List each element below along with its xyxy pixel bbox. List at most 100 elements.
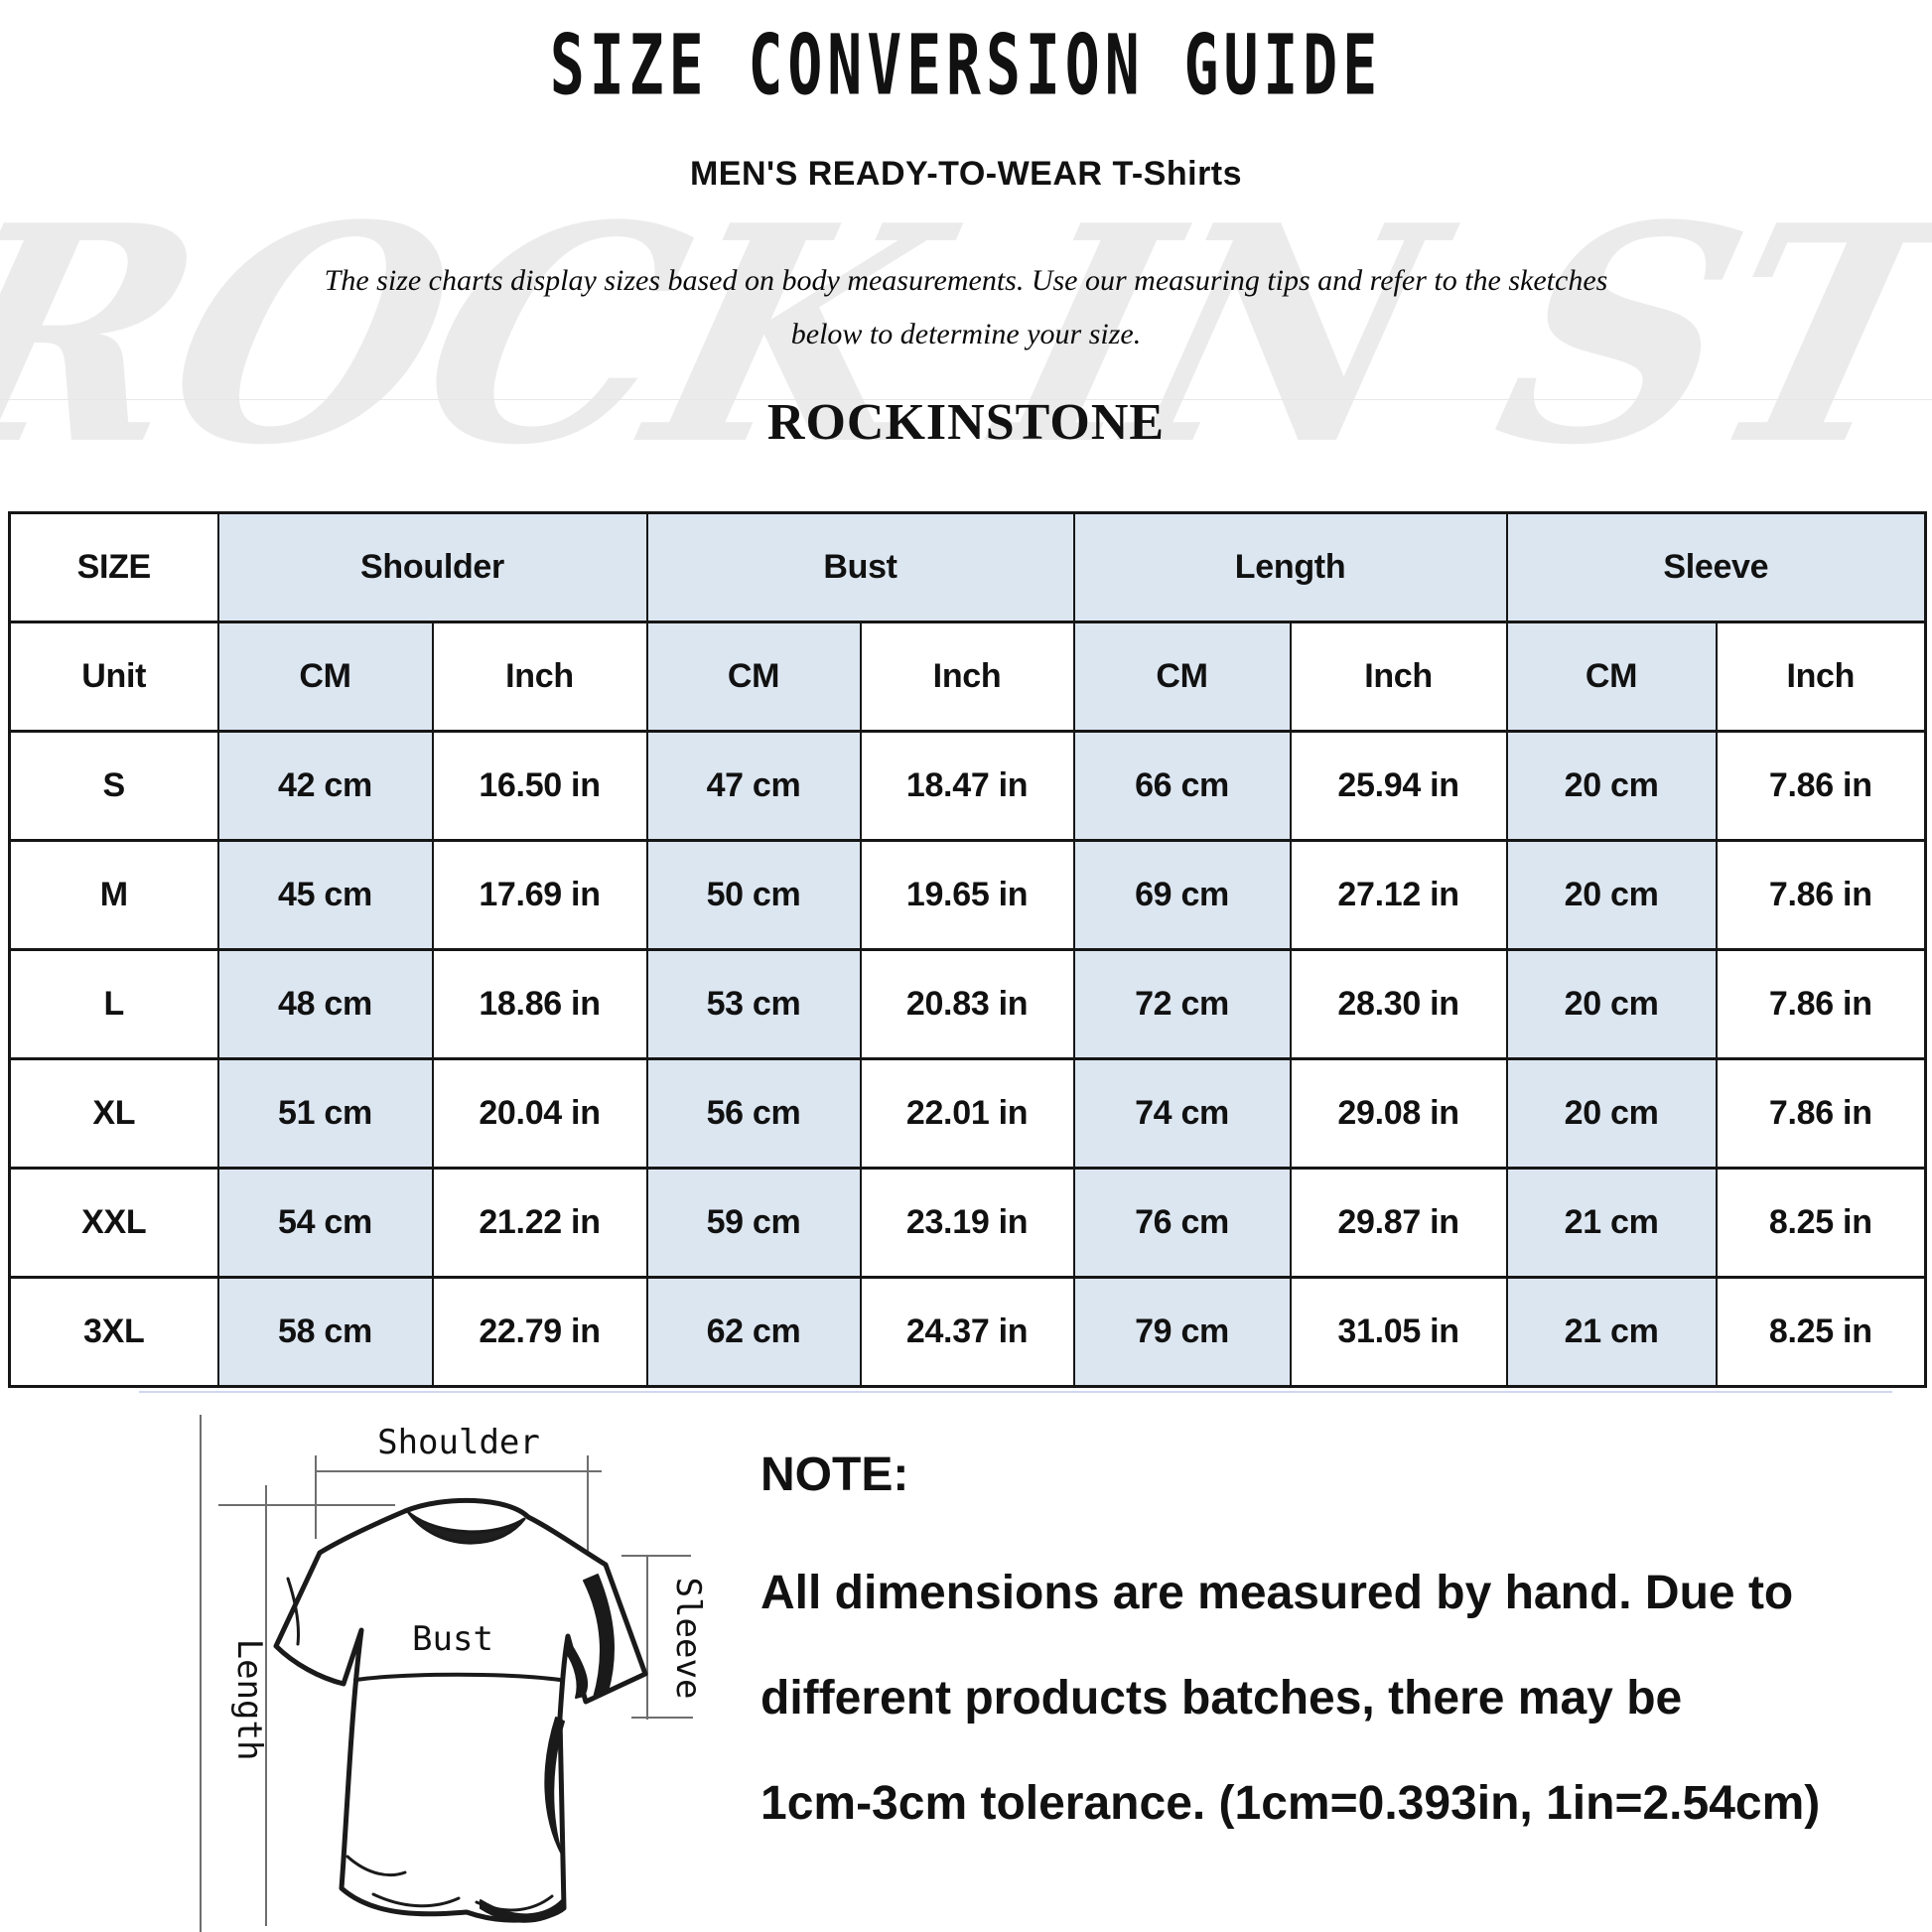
unit-cell: CM [216, 621, 434, 733]
value-cell: 72 cm [1072, 948, 1292, 1060]
value-cell: 27.12 in [1289, 839, 1508, 951]
column-header-bust: Bust [645, 511, 1075, 623]
size-cell: XXL [8, 1167, 219, 1279]
column-header-size: SIZE [8, 511, 219, 623]
value-cell: 16.50 in [431, 730, 648, 842]
value-cell: 53 cm [645, 948, 862, 1060]
unit-cell: Inch [1715, 621, 1927, 733]
value-cell: 69 cm [1072, 839, 1292, 951]
note-line: All dimensions are measured by hand. Due… [760, 1567, 1794, 1619]
note-line: different products batches, there may be [760, 1672, 1683, 1725]
value-cell: 7.86 in [1715, 1057, 1927, 1170]
size-conversion-table: SIZE Shoulder Bust Length Sleeve Unit CM… [8, 511, 1928, 1388]
note-line: 1cm-3cm tolerance. (1cm=0.393in, 1in=2.5… [760, 1777, 1821, 1830]
value-cell: 23.19 in [859, 1167, 1075, 1279]
value-cell: 56 cm [645, 1057, 862, 1170]
table-row: XXL 54 cm 21.22 in 59 cm 23.19 in 76 cm … [8, 1167, 1927, 1279]
size-cell: M [8, 839, 219, 951]
value-cell: 28.30 in [1289, 948, 1508, 1060]
description-line: The size charts display sizes based on b… [324, 264, 1608, 297]
unit-label-cell: Unit [8, 621, 219, 733]
value-cell: 50 cm [645, 839, 862, 951]
value-cell: 31.05 in [1289, 1276, 1508, 1388]
description: The size charts display sizes based on b… [0, 254, 1932, 361]
size-cell: L [8, 948, 219, 1060]
table-row: XL 51 cm 20.04 in 56 cm 22.01 in 74 cm 2… [8, 1057, 1927, 1170]
divider-line [0, 399, 1932, 400]
note-heading: NOTE: [760, 1449, 909, 1501]
column-header-shoulder: Shoulder [216, 511, 648, 623]
value-cell: 25.94 in [1289, 730, 1508, 842]
value-cell: 66 cm [1072, 730, 1292, 842]
value-cell: 20 cm [1505, 839, 1718, 951]
value-cell: 19.65 in [859, 839, 1075, 951]
table-row: S 42 cm 16.50 in 47 cm 18.47 in 66 cm 25… [8, 730, 1927, 842]
unit-row: Unit CM Inch CM Inch CM Inch CM Inch [8, 621, 1927, 733]
size-cell: S [8, 730, 219, 842]
value-cell: 20 cm [1505, 730, 1718, 842]
value-cell: 74 cm [1072, 1057, 1292, 1170]
unit-cell: Inch [431, 621, 648, 733]
value-cell: 7.86 in [1715, 839, 1927, 951]
value-cell: 51 cm [216, 1057, 434, 1170]
column-header-length: Length [1072, 511, 1508, 623]
unit-cell: CM [1505, 621, 1718, 733]
subtitle-product: T-Shirts [1112, 155, 1243, 193]
tshirt-measurement-sketch: Shoulder Bust Length Sleeve [200, 1415, 708, 1932]
value-cell: 20 cm [1505, 1057, 1718, 1170]
value-cell: 21 cm [1505, 1276, 1718, 1388]
value-cell: 47 cm [645, 730, 862, 842]
value-cell: 76 cm [1072, 1167, 1292, 1279]
value-cell: 8.25 in [1715, 1276, 1927, 1388]
value-cell: 17.69 in [431, 839, 648, 951]
value-cell: 20.04 in [431, 1057, 648, 1170]
value-cell: 29.87 in [1289, 1167, 1508, 1279]
value-cell: 18.86 in [431, 948, 648, 1060]
unit-cell: Inch [859, 621, 1075, 733]
unit-cell: Inch [1289, 621, 1508, 733]
value-cell: 58 cm [216, 1276, 434, 1388]
page-title: SIZE CONVERSION GUIDE [549, 16, 1383, 114]
value-cell: 7.86 in [1715, 948, 1927, 1060]
value-cell: 22.01 in [859, 1057, 1075, 1170]
subtitle: MEN'S READY-TO-WEAR T-Shirts [0, 155, 1932, 194]
value-cell: 24.37 in [859, 1276, 1075, 1388]
header: SIZE CONVERSION GUIDE [0, 16, 1932, 114]
table-header-row: SIZE Shoulder Bust Length Sleeve [8, 511, 1927, 623]
value-cell: 21.22 in [431, 1167, 648, 1279]
value-cell: 21 cm [1505, 1167, 1718, 1279]
divider-line [139, 1391, 1892, 1393]
brand-name: ROCKINSTONE [766, 394, 1166, 451]
value-cell: 79 cm [1072, 1276, 1292, 1388]
value-cell: 7.86 in [1715, 730, 1927, 842]
sketch-label-sleeve: Sleeve [668, 1578, 708, 1700]
description-line: below to determine your size. [790, 318, 1142, 350]
size-cell: XL [8, 1057, 219, 1170]
value-cell: 8.25 in [1715, 1167, 1927, 1279]
dimension-lines [200, 1415, 693, 1932]
value-cell: 42 cm [216, 730, 434, 842]
table-row: M 45 cm 17.69 in 50 cm 19.65 in 69 cm 27… [8, 839, 1927, 951]
value-cell: 59 cm [645, 1167, 862, 1279]
value-cell: 45 cm [216, 839, 434, 951]
value-cell: 29.08 in [1289, 1057, 1508, 1170]
table-row: 3XL 58 cm 22.79 in 62 cm 24.37 in 79 cm … [8, 1276, 1927, 1388]
tshirt-outline [273, 1497, 648, 1923]
size-cell: 3XL [8, 1276, 219, 1388]
value-cell: 20 cm [1505, 948, 1718, 1060]
unit-cell: CM [645, 621, 862, 733]
sketch-label-length: Length [229, 1639, 269, 1761]
column-header-sleeve: Sleeve [1505, 511, 1927, 623]
sketch-label-bust: Bust [412, 1619, 493, 1659]
value-cell: 48 cm [216, 948, 434, 1060]
value-cell: 18.47 in [859, 730, 1075, 842]
value-cell: 20.83 in [859, 948, 1075, 1060]
sketch-label-shoulder: Shoulder [377, 1423, 540, 1462]
subtitle-category: MEN'S READY-TO-WEAR [689, 155, 1103, 193]
value-cell: 22.79 in [431, 1276, 648, 1388]
value-cell: 54 cm [216, 1167, 434, 1279]
note-section: NOTE: All dimensions are measured by han… [760, 1451, 1932, 1857]
unit-cell: CM [1072, 621, 1292, 733]
table-row: L 48 cm 18.86 in 53 cm 20.83 in 72 cm 28… [8, 948, 1927, 1060]
value-cell: 62 cm [645, 1276, 862, 1388]
